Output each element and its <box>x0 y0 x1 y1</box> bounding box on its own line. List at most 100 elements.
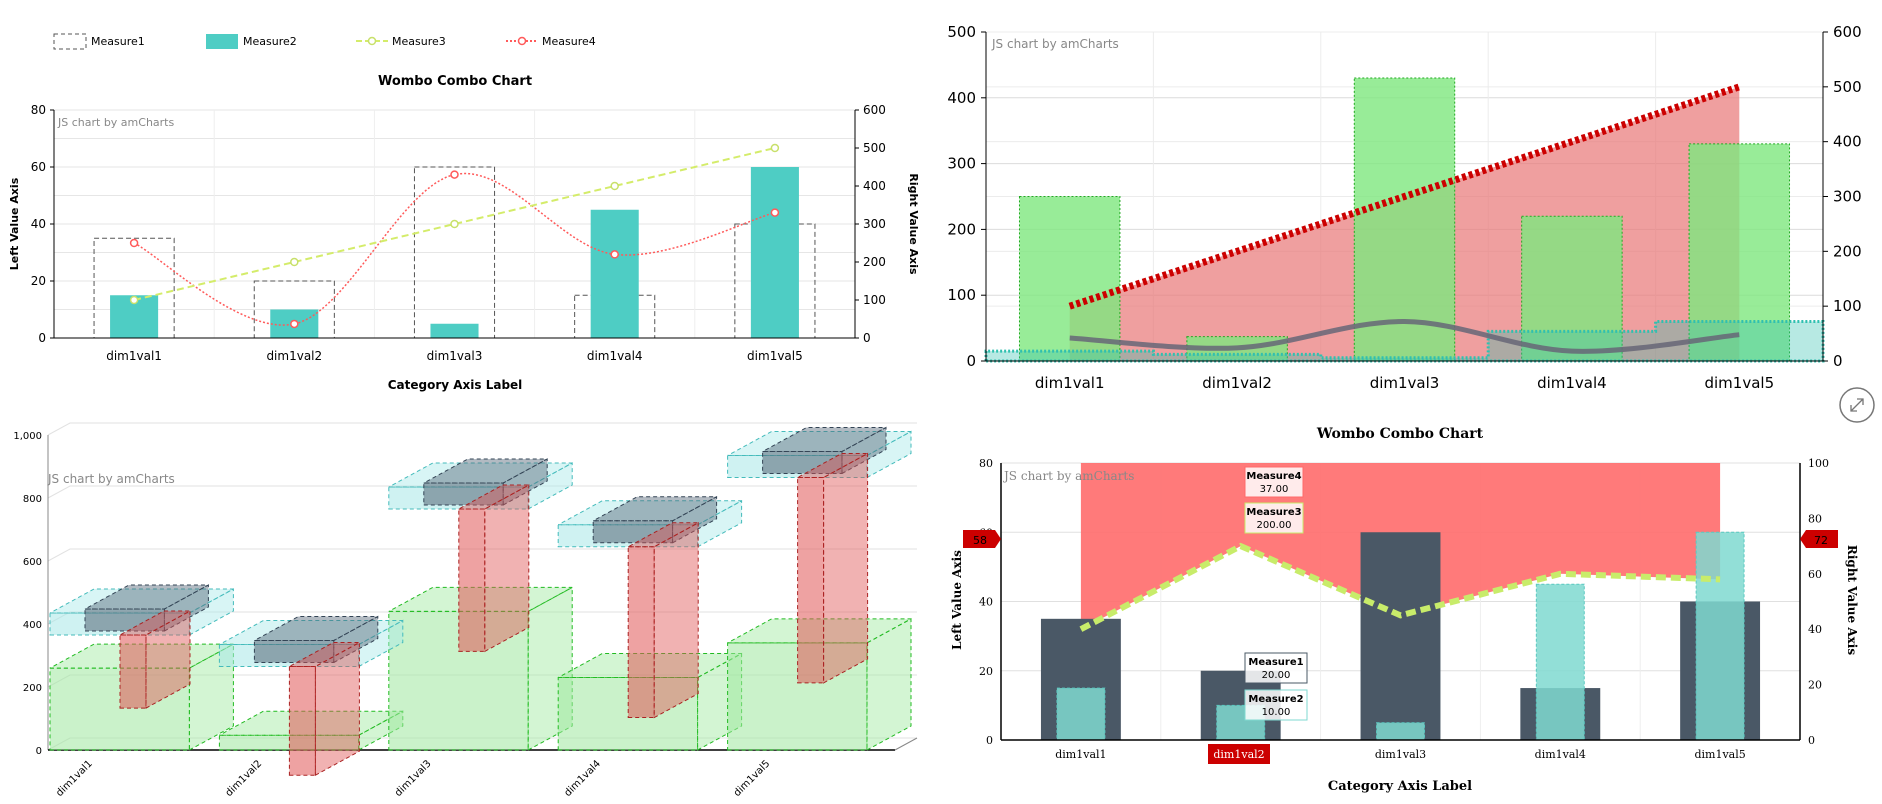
measure1-box-side <box>188 643 234 751</box>
measure3-pillar-top <box>458 484 530 510</box>
left-tick-label: 100 <box>947 286 976 304</box>
legend-item-measure4[interactable]: Measure4 <box>506 35 596 48</box>
balloon-measure1-value: 20.00 <box>1262 670 1291 681</box>
legend-item-measure2[interactable]: Measure2 <box>206 34 297 49</box>
measure4-bar <box>1353 77 1456 362</box>
category-label: dim1val5 <box>1694 748 1745 761</box>
category-label: dim1val4 <box>1537 374 1607 392</box>
balloon-measure3-box <box>1244 502 1304 534</box>
cursor-left-value: 58 <box>973 534 987 547</box>
credit-label[interactable]: JS chart by amCharts <box>991 37 1119 51</box>
balloon-measure2-label: Measure2 <box>1248 694 1303 705</box>
grid-line-3d <box>47 485 917 499</box>
legend-item-measure1[interactable]: Measure1 <box>53 33 145 50</box>
left-tick-label: 0 <box>38 331 46 345</box>
measure3-pillar-front <box>119 634 147 709</box>
legend-label-measure4: Measure4 <box>542 35 596 48</box>
measure2-bar <box>750 167 799 338</box>
measure4-bar <box>1521 215 1623 362</box>
credit-label[interactable]: JS chart by amCharts <box>47 472 175 486</box>
category-label: dim1val3 <box>1375 748 1426 761</box>
left-tick-label: 40 <box>31 217 46 231</box>
right-tick-label: 300 <box>863 217 886 231</box>
left-axis-ticks: 0 200 400 600 800 1,000 <box>13 431 42 757</box>
measure1-smooth-line <box>1069 319 1740 354</box>
left-tick-label: 200 <box>23 683 42 694</box>
measure1-bar <box>1360 532 1441 740</box>
measure3-pillar-top <box>627 522 699 548</box>
measure2-bars <box>110 167 799 338</box>
measure3-pillar-front <box>458 508 486 652</box>
3d-columns <box>49 426 912 777</box>
category-label: dim1val3 <box>427 349 483 363</box>
expand-icon <box>1850 398 1864 412</box>
category-label: dim1val2 <box>1202 374 1272 392</box>
right-tick-label: 400 <box>863 179 886 193</box>
left-tick-label: 800 <box>23 494 42 505</box>
measure2-bar <box>1695 531 1745 741</box>
balloon-measure2-value: 10.00 <box>1262 707 1291 718</box>
measure4-point <box>610 250 619 259</box>
balloon-measure1: Measure1 20.00 <box>1244 652 1308 684</box>
left-tick-label: 40 <box>979 596 993 609</box>
right-tick-label: 100 <box>1808 457 1829 470</box>
grid-line-3d <box>47 422 917 436</box>
right-axis-ticks: 0 100 200 300 400 500 600 <box>1823 23 1862 370</box>
category-label: dim1val2 <box>224 758 265 799</box>
balloon-measure2-box <box>1244 689 1308 721</box>
category-ticks: dim1val1 dim1val2 dim1val3 dim1val4 dim1val5 <box>54 758 772 799</box>
right-tick-label: 0 <box>1833 352 1843 370</box>
legend-swatch-measure1 <box>53 33 87 50</box>
fullscreen-button[interactable] <box>1839 387 1875 423</box>
balloon-measure2: Measure2 10.00 <box>1244 689 1308 721</box>
category-label: dim1val4 <box>587 349 643 363</box>
right-tick-label: 500 <box>1833 78 1862 96</box>
measure3-pillar-top <box>289 642 360 667</box>
right-tick-label: 500 <box>863 141 886 155</box>
measure4-line <box>133 172 776 326</box>
right-axis-title: Right Value Axis <box>1845 545 1859 655</box>
legend-swatch-measure2 <box>206 34 238 49</box>
legend-label-measure2: Measure2 <box>243 35 297 48</box>
measure3-point <box>770 143 780 153</box>
cursor-left-value-badge: 58 <box>963 530 1001 548</box>
chart-title: Wombo Combo Chart <box>378 74 532 89</box>
category-label: dim1val1 <box>54 758 95 799</box>
category-ticks: dim1val1 dim1val2 dim1val3 dim1val4 dim1val5 <box>1035 374 1774 392</box>
measure3-pillar-side <box>484 484 530 653</box>
measure3-pillar-side <box>145 610 191 709</box>
right-tick-label: 600 <box>1833 23 1862 41</box>
measure3-line <box>1079 542 1721 632</box>
legend-item-measure3[interactable]: Measure3 <box>356 35 446 48</box>
chart-top-right: 0 100 200 300 400 500 0 100 200 300 400 500 600 dim… <box>947 23 1875 423</box>
left-tick-label: 600 <box>23 557 42 568</box>
measure3-point <box>450 219 459 229</box>
credit-label[interactable]: JS chart by amCharts <box>57 116 174 129</box>
legend-label-measure1: Measure1 <box>91 35 145 48</box>
cursor-left-badge-shape <box>963 530 1001 548</box>
legend-marker-measure3 <box>367 36 377 46</box>
measure2-core-top <box>592 496 717 522</box>
chart-title: Wombo Combo Chart <box>1316 426 1484 442</box>
category-label: dim1val4 <box>1535 748 1586 761</box>
measure2-bar <box>1376 722 1425 741</box>
left-tick-label: 60 <box>31 160 46 174</box>
legend-marker-measure4 <box>517 36 527 46</box>
category-label: dim1val4 <box>562 758 603 799</box>
balloon-measure3-value: 200.00 <box>1257 520 1292 531</box>
balloon-measure4-box <box>1244 466 1304 498</box>
balloon-measure3: Measure3 200.00 <box>1244 502 1304 534</box>
right-tick-label: 600 <box>863 103 886 117</box>
category-label: dim1val1 <box>106 349 162 363</box>
cursor-right-badge-shape <box>1800 530 1838 548</box>
balloon-measure1-box <box>1244 652 1308 684</box>
left-tick-label: 400 <box>947 89 976 107</box>
right-tick-label: 100 <box>863 293 886 307</box>
category-ticks: dim1val1 dim1val2 dim1val3 dim1val4 dim1val5 <box>106 349 803 363</box>
left-tick-label: 0 <box>36 746 42 757</box>
measure3-point <box>290 257 299 267</box>
cursor-category-value: dim1val2 <box>1213 748 1264 761</box>
credit-label[interactable]: JS chart by amCharts <box>1002 469 1134 483</box>
measure2-bar <box>1535 583 1585 741</box>
measure1-box-front <box>388 610 529 751</box>
